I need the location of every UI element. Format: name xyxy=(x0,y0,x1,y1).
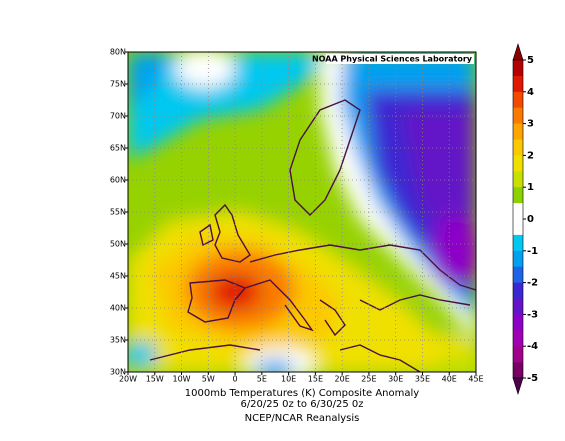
lon-label: 15E xyxy=(308,375,323,384)
lon-label: 0 xyxy=(233,375,238,384)
colorbar-label: 5 xyxy=(527,55,534,66)
lon-label: 15W xyxy=(146,375,164,384)
colorbar-band xyxy=(513,298,523,315)
colorbar-band xyxy=(513,91,523,108)
colorbar-label: -5 xyxy=(527,373,538,384)
colorbar-band xyxy=(513,250,523,267)
lat-label: 80N xyxy=(110,48,126,57)
colorbar-band xyxy=(513,123,523,140)
lon-label: 5W xyxy=(202,375,215,384)
lon-label: 45E xyxy=(468,375,483,384)
colorbar-band xyxy=(513,346,523,363)
lat-label: 75N xyxy=(110,80,126,89)
source-label: NOAA Physical Sciences Laboratory xyxy=(312,55,473,64)
lon-label: 10E xyxy=(281,375,296,384)
colorbar-band xyxy=(513,362,523,379)
colorbar-band xyxy=(513,155,523,172)
colorbar-band xyxy=(513,139,523,156)
colorbar-over xyxy=(512,42,524,61)
colorbar-band xyxy=(513,60,523,77)
colorbar-band xyxy=(513,330,523,347)
colorbar-label: 4 xyxy=(527,87,534,98)
colorbar-band xyxy=(513,266,523,283)
lon-label: 10W xyxy=(172,375,190,384)
colorbar-band xyxy=(513,282,523,299)
colorbar-band xyxy=(513,234,523,252)
colorbar-band xyxy=(513,171,523,188)
caption-line: 6/20/25 0z to 6/30/25 0z xyxy=(240,399,363,410)
colorbar-label: -3 xyxy=(527,309,538,320)
colorbar-label: 3 xyxy=(527,119,534,130)
lat-label: 70N xyxy=(110,112,126,121)
colorbar-band xyxy=(513,187,523,204)
lat-label: 30N xyxy=(110,368,126,377)
colorbar-label: -2 xyxy=(527,278,538,289)
lat-label: 55N xyxy=(110,208,126,217)
lon-label: 5E xyxy=(257,375,267,384)
colorbar-label: 0 xyxy=(527,214,534,225)
lat-label: 60N xyxy=(110,176,126,185)
colorbar-label: -4 xyxy=(527,341,538,352)
lat-label: 40N xyxy=(110,304,126,313)
lon-label: 20E xyxy=(335,375,350,384)
colorbar-label: 2 xyxy=(527,150,534,161)
lat-label: 65N xyxy=(110,144,126,153)
colorbar-band xyxy=(513,314,523,331)
source-box xyxy=(326,54,474,64)
colorbar-label: -1 xyxy=(527,246,538,257)
caption-line: 1000mb Temperatures (K) Composite Anomal… xyxy=(185,388,419,399)
lon-label: 40E xyxy=(442,375,457,384)
lon-label: 20W xyxy=(119,375,137,384)
credit: NCEP/NCAR Reanalysis xyxy=(245,413,360,424)
colorbar-label: 1 xyxy=(527,182,534,193)
colorbar-band xyxy=(513,219,523,236)
lon-label: 25E xyxy=(361,375,376,384)
colorbar-band xyxy=(513,75,523,93)
colorbar-band xyxy=(513,107,523,124)
anomaly-field xyxy=(128,52,476,372)
colorbar-under xyxy=(512,377,524,396)
lat-label: 45N xyxy=(110,272,126,281)
lat-label: 50N xyxy=(110,240,126,249)
colorbar-band xyxy=(513,203,523,220)
lat-label: 35N xyxy=(110,336,126,345)
lon-label: 30E xyxy=(388,375,403,384)
lon-label: 35E xyxy=(415,375,430,384)
